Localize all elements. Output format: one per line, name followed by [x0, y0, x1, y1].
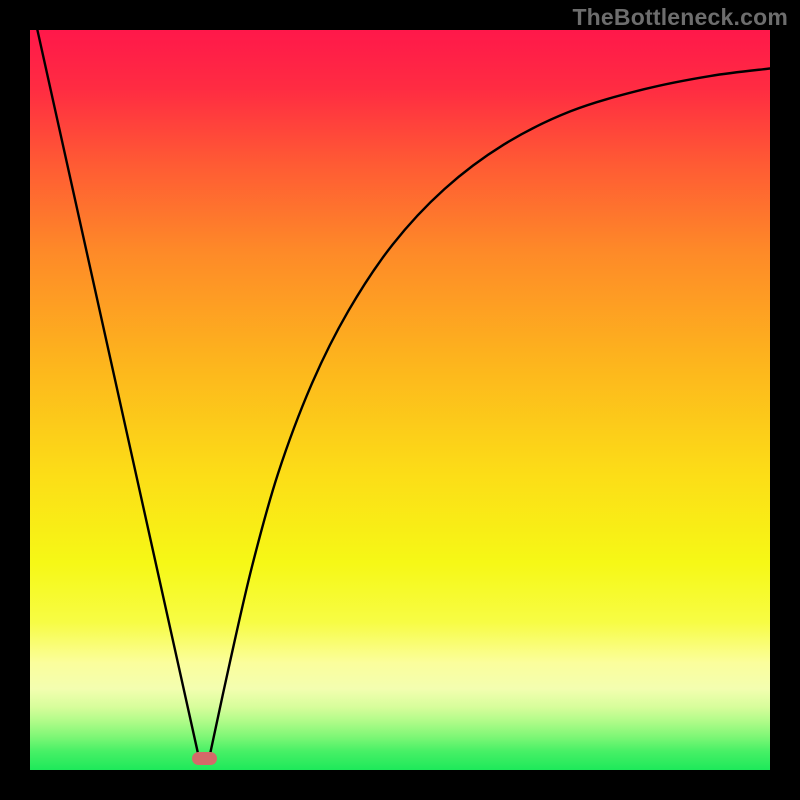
watermark-text: TheBottleneck.com	[572, 4, 788, 31]
outer-frame: TheBottleneck.com	[0, 0, 800, 800]
bottleneck-curve	[30, 30, 770, 770]
plot-area	[30, 30, 770, 770]
optimal-point-marker	[192, 752, 217, 765]
